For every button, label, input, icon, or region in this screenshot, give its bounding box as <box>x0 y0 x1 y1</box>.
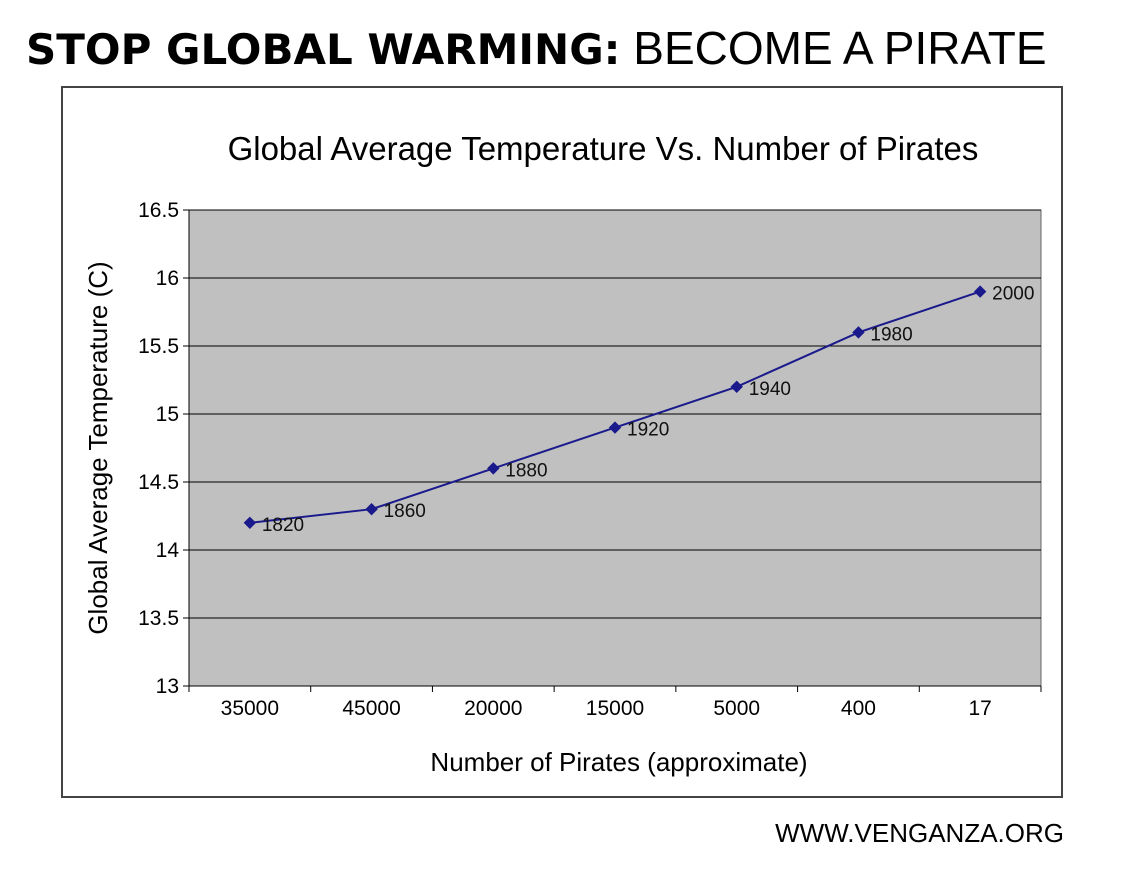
x-tick-label: 20000 <box>464 697 522 720</box>
y-tick-label: 15.5 <box>138 335 179 358</box>
x-tick-label: 45000 <box>342 697 400 720</box>
chart-frame: 13 13.5 14 14.5 15 15.5 16 16.5 35000 45000 20000… <box>61 86 1063 798</box>
data-point <box>852 326 865 339</box>
site-url: WWW.VENGANZA.ORG <box>775 818 1064 848</box>
data-label: 1880 <box>505 460 547 481</box>
headline: STOP GLOBAL WARMING: BECOME A PIRATE <box>26 20 1047 78</box>
data-label: 1980 <box>870 324 912 345</box>
data-point <box>973 285 987 298</box>
data-points <box>243 285 987 530</box>
x-axis-label: Number of Pirates (approximate) <box>430 747 807 777</box>
y-tick-label: 13 <box>156 675 179 698</box>
x-tick-label: 15000 <box>586 697 644 720</box>
plot-area <box>188 209 1042 687</box>
data-point <box>365 502 378 516</box>
point-labels: 1820 1860 1880 1920 1940 1980 2000 <box>262 284 1035 536</box>
x-tick-label: 5000 <box>713 697 760 720</box>
axes <box>183 209 1042 692</box>
headline-normal: BECOME A PIRATE <box>620 22 1047 74</box>
x-tick-label: 35000 <box>221 697 279 720</box>
data-point <box>730 380 743 394</box>
headline-bold: STOP GLOBAL WARMING: <box>26 25 621 74</box>
x-tick-labels: 35000 45000 20000 15000 5000 400 17 <box>221 697 992 720</box>
y-tick-label: 16 <box>156 267 179 290</box>
y-tick-label: 14 <box>156 539 180 562</box>
data-point <box>487 462 500 475</box>
data-point <box>608 421 622 434</box>
y-tick-label: 13.5 <box>138 607 179 630</box>
chart-title: Global Average Temperature Vs. Number of… <box>228 130 979 167</box>
data-label: 1940 <box>749 379 791 400</box>
data-label: 2000 <box>992 284 1034 305</box>
y-axis-label: Global Average Temperature (C) <box>83 261 113 634</box>
x-tick-label: 400 <box>841 697 876 720</box>
y-tick-label: 14.5 <box>138 471 179 494</box>
grid-lines <box>189 209 1041 687</box>
chart: 13 13.5 14 14.5 15 15.5 16 16.5 35000 45000 20000… <box>83 130 1042 777</box>
x-tick-label: 17 <box>968 697 991 720</box>
y-tick-label: 15 <box>156 403 179 426</box>
data-label: 1860 <box>384 501 426 522</box>
data-label: 1820 <box>262 515 304 536</box>
y-tick-labels: 13 13.5 14 14.5 15 15.5 16 16.5 <box>138 199 179 698</box>
y-tick-label: 16.5 <box>138 199 179 222</box>
data-label: 1920 <box>627 420 669 441</box>
data-point <box>243 516 257 530</box>
